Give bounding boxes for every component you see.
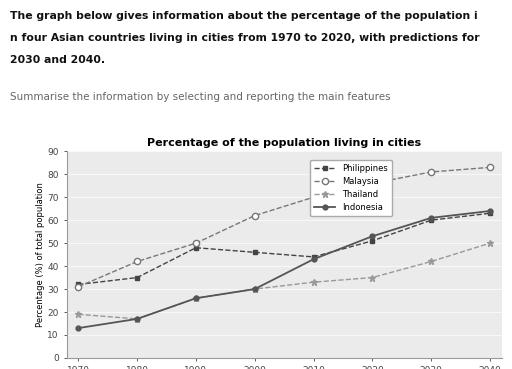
Text: The graph below gives information about the percentage of the population i: The graph below gives information about …	[10, 11, 478, 21]
Text: n four Asian countries living in cities from 1970 to 2020, with predictions for: n four Asian countries living in cities …	[10, 33, 480, 43]
Text: Summarise the information by selecting and reporting the main features: Summarise the information by selecting a…	[10, 92, 391, 102]
Y-axis label: Percentage (%) of total population: Percentage (%) of total population	[36, 182, 45, 327]
Legend: Philippines, Malaysia, Thailand, Indonesia: Philippines, Malaysia, Thailand, Indones…	[310, 159, 392, 217]
Title: Percentage of the population living in cities: Percentage of the population living in c…	[147, 138, 421, 148]
Text: 2030 and 2040.: 2030 and 2040.	[10, 55, 105, 65]
